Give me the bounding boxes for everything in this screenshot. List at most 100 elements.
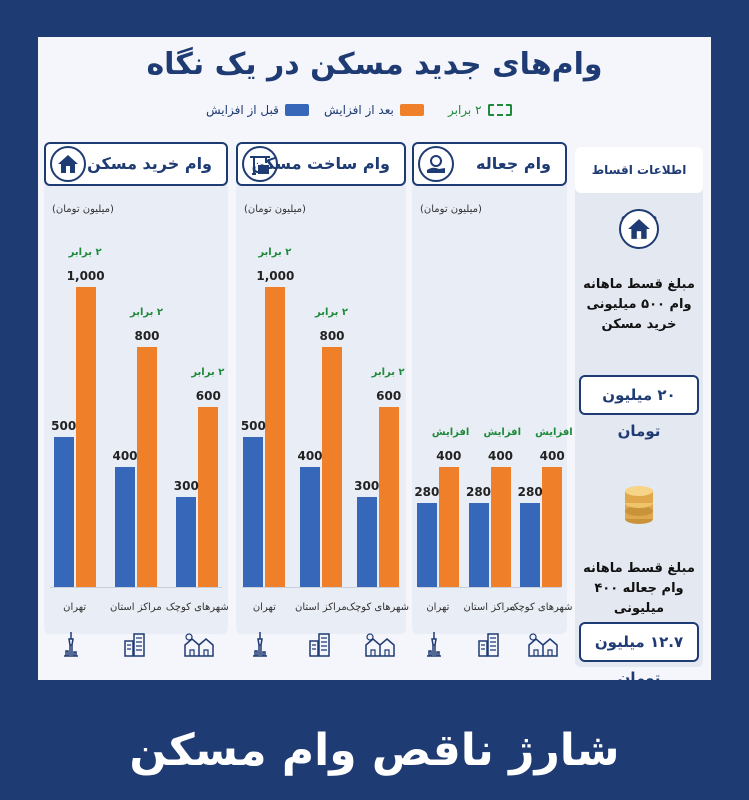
increase-annotation: ۲ برابر xyxy=(315,307,348,318)
value-label-before: 280 xyxy=(517,485,543,499)
increase-annotation: افزایش xyxy=(483,427,522,438)
category-label: تهران xyxy=(63,602,87,613)
value-label-before: 300 xyxy=(354,479,380,493)
side-item2-line2: وام جعاله ۴۰۰ میلیونی xyxy=(594,581,684,616)
chart-baseline xyxy=(242,587,400,588)
panel-renovation-loan: وام جعاله (میلیون تومان) 280 400 افزایش تهر… xyxy=(412,142,573,657)
house-icon xyxy=(50,146,86,182)
bar-after xyxy=(490,467,511,587)
infographic-title: وام‌های جدید مسکن در یک نگاه xyxy=(146,47,603,82)
bar-before xyxy=(115,467,135,587)
bar-after xyxy=(198,407,219,587)
legend-before: قبل از افزایش xyxy=(206,103,309,117)
bar-before xyxy=(416,503,437,587)
panel-header: وام خرید مسکن xyxy=(44,142,228,186)
increase-annotation: ۲ برابر xyxy=(130,307,163,318)
bar-before xyxy=(176,497,197,587)
bar-before xyxy=(53,437,74,587)
increase-annotation: ۲ برابر xyxy=(191,367,225,378)
legend-double-swatch xyxy=(487,104,512,116)
value-label-before: 500 xyxy=(240,419,266,433)
category-label: تهران xyxy=(252,602,276,613)
infographic-card: وام‌های جدید مسکن در یک نگاه قبل از افزا… xyxy=(38,37,711,687)
unit-label: (میلیون تومان) xyxy=(52,204,114,215)
increase-annotation: ۲ برابر xyxy=(68,247,102,258)
panel-home-purchase-loan: وام خرید مسکن (میلیون تومان) 500 1,000 ۲ ب… xyxy=(44,142,229,657)
monthly-installments-panel: اطلاعات اقساط ماهانه مبلغ قسط ماهانه وام… xyxy=(575,147,703,687)
panel-home-construction-loan: وام ساخت مسکن (میلیون تومان) 500 1,000 ۲ ب… xyxy=(236,142,410,657)
increase-annotation: افزایش xyxy=(431,427,470,438)
buildings-icon xyxy=(122,631,150,661)
side-heading: اطلاعات اقساط ماهانه xyxy=(575,147,703,223)
bar-before xyxy=(300,467,320,587)
legend-double: ۲ برابر xyxy=(448,103,512,117)
panel-header: وام ساخت مسکن xyxy=(236,142,406,186)
increase-annotation: ۲ برابر xyxy=(371,367,405,378)
bar-after xyxy=(322,347,342,587)
value-label-before: 280 xyxy=(465,485,492,499)
bar-before xyxy=(520,503,541,587)
legend-before-label: قبل از افزایش xyxy=(206,103,279,117)
side-item1-line1: مبلغ قسط ماهانه xyxy=(583,277,695,292)
chart-baseline xyxy=(418,587,561,588)
value-label-after: 400 xyxy=(487,449,514,463)
unit-label: (میلیون تومان) xyxy=(420,204,482,215)
bar-after xyxy=(438,467,459,587)
value-label-after: 600 xyxy=(376,389,402,403)
panel-title: وام جعاله xyxy=(475,154,551,173)
legend: قبل از افزایش بعد از افزایش ۲ برابر xyxy=(38,103,711,125)
category-label: شهرهای کوچک xyxy=(509,602,573,613)
legend-before-swatch xyxy=(284,104,309,116)
legend-after-swatch xyxy=(399,104,424,116)
value-label-after: 800 xyxy=(134,329,160,343)
value-label-after: 600 xyxy=(195,389,221,403)
value-label-after: 400 xyxy=(539,449,565,463)
bar-after xyxy=(542,467,563,587)
panel-title: وام خرید مسکن xyxy=(87,154,212,173)
buildings-icon xyxy=(307,631,335,661)
tower-icon xyxy=(424,631,444,661)
construction-crane-icon xyxy=(242,146,278,182)
bar-after xyxy=(378,407,399,587)
value-label-after: 800 xyxy=(319,329,345,343)
category-label: شهرهای کوچک xyxy=(346,602,410,613)
value-label-after: 1,000 xyxy=(66,269,105,283)
chart-baseline xyxy=(50,587,222,588)
category-label: مراکز استان xyxy=(110,602,162,613)
hand-coin-icon xyxy=(418,146,454,182)
side-item2-line1: مبلغ قسط ماهانه xyxy=(583,561,695,576)
buildings-icon xyxy=(476,631,504,661)
value-label-before: 500 xyxy=(51,419,77,433)
legend-after: بعد از افزایش xyxy=(324,103,424,117)
category-label: مراکز استان xyxy=(463,602,516,613)
side-item1-line3: خرید مسکن xyxy=(601,317,677,332)
legend-after-label: بعد از افزایش xyxy=(324,103,394,117)
side-item1-value: ۲۰ میلیون تومان xyxy=(579,375,699,440)
tower-icon xyxy=(61,631,81,661)
house-icon xyxy=(619,209,659,249)
houses-icon xyxy=(183,631,215,661)
increase-annotation: افزایش xyxy=(535,427,573,438)
value-label-before: 400 xyxy=(112,449,138,463)
houses-icon xyxy=(364,631,396,661)
value-label-before: 400 xyxy=(297,449,323,463)
category-label: تهران xyxy=(426,602,450,613)
footer-headline: شارژ ناقص وام مسکن xyxy=(129,725,620,776)
bar-after xyxy=(265,287,286,587)
unit-label: (میلیون تومان) xyxy=(244,204,306,215)
value-label-before: 300 xyxy=(173,479,199,493)
tower-icon xyxy=(250,631,270,661)
category-label: شهرهای کوچک xyxy=(165,602,229,613)
legend-double-label: ۲ برابر xyxy=(448,103,482,117)
coins-icon xyxy=(615,479,663,527)
bar-before xyxy=(243,437,264,587)
panel-title: وام ساخت مسکن xyxy=(251,154,390,173)
value-label-after: 1,000 xyxy=(256,269,295,283)
increase-annotation: ۲ برابر xyxy=(258,247,292,258)
panel-header: وام جعاله xyxy=(412,142,567,186)
houses-icon xyxy=(527,631,559,661)
bar-before xyxy=(468,503,489,587)
value-label-before: 280 xyxy=(414,485,440,499)
bar-after xyxy=(75,287,96,587)
side-item1-line2: وام ۵۰۰ میلیونی xyxy=(586,297,692,312)
